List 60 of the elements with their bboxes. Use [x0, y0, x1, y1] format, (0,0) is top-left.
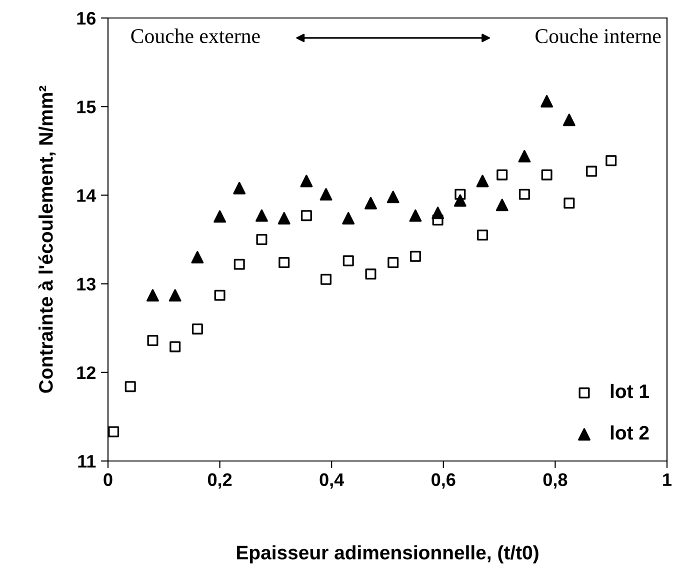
point	[540, 95, 554, 108]
point	[256, 209, 268, 222]
point	[606, 155, 617, 166]
point	[168, 289, 182, 302]
point	[342, 212, 355, 224]
point	[278, 212, 290, 224]
point	[386, 190, 400, 204]
point	[496, 198, 508, 212]
point	[124, 381, 136, 392]
point	[454, 194, 466, 207]
point	[214, 210, 226, 223]
point	[342, 255, 354, 266]
y-tick-label: 16	[77, 12, 96, 25]
x-tick-label: 1	[663, 473, 672, 486]
point	[518, 150, 531, 162]
x-tick-label: 0,8	[543, 473, 568, 489]
x-tick-label: 0,4	[320, 473, 344, 489]
point	[170, 341, 181, 352]
point	[388, 257, 399, 268]
point	[146, 289, 159, 302]
point	[214, 290, 226, 301]
y-axis-title: Contrainte à l'écoulement, N/mm²	[38, 86, 56, 393]
point	[147, 335, 158, 346]
point	[496, 169, 508, 180]
annotation: Couche interne	[536, 28, 661, 44]
annotation: Couche externe	[131, 28, 260, 44]
point	[278, 257, 290, 268]
point	[108, 426, 120, 438]
point	[300, 210, 312, 222]
point	[586, 166, 598, 177]
y-tick-label: 12	[77, 366, 96, 379]
legend-label: lot 1	[610, 384, 649, 398]
x-tick-label: 0	[104, 473, 112, 486]
point	[320, 274, 332, 285]
point	[365, 268, 376, 280]
x-tick-label: 0,2	[208, 473, 232, 489]
y-tick-label: 15	[77, 100, 96, 114]
point	[477, 230, 488, 241]
point	[191, 251, 204, 264]
point	[256, 234, 268, 245]
point	[562, 114, 576, 126]
point	[432, 206, 444, 220]
y-tick-label: 11	[78, 455, 96, 468]
point	[476, 174, 489, 188]
x-axis-title: Epaisseur adimensionnelle, (t/t0)	[236, 545, 538, 564]
point	[409, 209, 422, 222]
point	[233, 182, 246, 194]
point	[518, 188, 530, 200]
point	[300, 174, 313, 188]
point	[364, 196, 377, 210]
legend-label: lot 2	[610, 425, 649, 440]
y-tick-label: 14	[77, 189, 96, 202]
point	[192, 323, 203, 334]
point	[320, 188, 332, 201]
point	[564, 198, 575, 209]
point	[234, 258, 245, 270]
x-tick-label: 0,6	[432, 473, 456, 489]
point	[541, 169, 552, 180]
y-tick-label: 13	[77, 278, 96, 291]
point	[410, 250, 421, 262]
